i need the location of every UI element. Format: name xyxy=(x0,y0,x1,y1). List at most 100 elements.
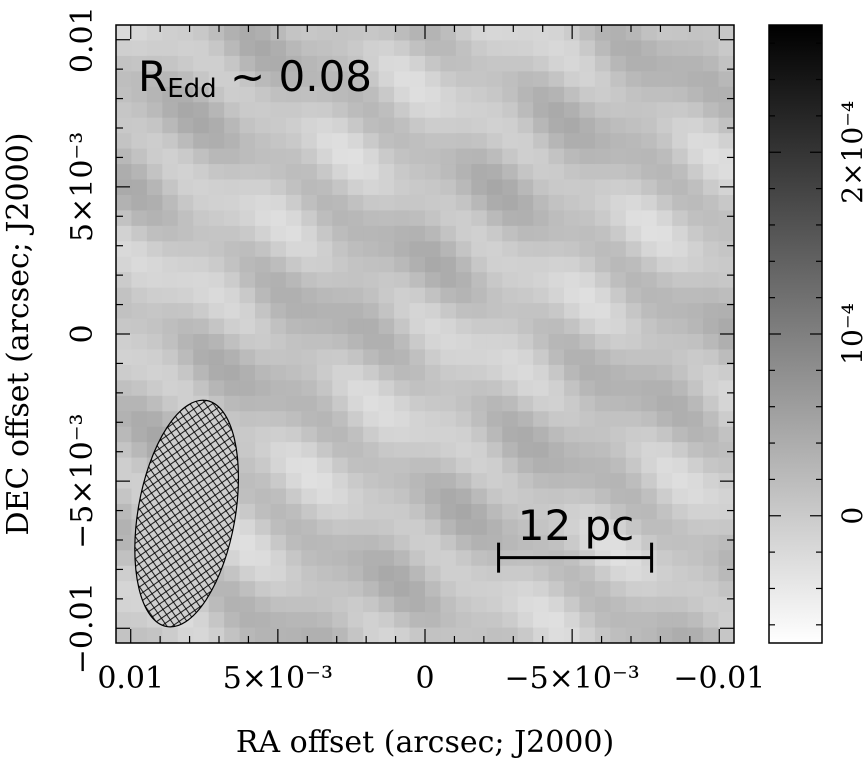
heatmap-cell xyxy=(594,334,611,351)
heatmap-cell xyxy=(301,334,318,351)
heatmap-cell xyxy=(517,411,534,428)
heatmap-cell xyxy=(378,334,395,351)
heatmap-cell xyxy=(656,612,673,629)
heatmap-cell xyxy=(162,364,179,381)
heatmap-cell xyxy=(394,534,411,551)
heatmap-cell xyxy=(255,380,272,397)
heatmap-cell xyxy=(687,225,704,242)
heatmap-cell xyxy=(378,488,395,505)
heatmap-cell xyxy=(610,133,627,150)
heatmap-cell xyxy=(116,550,133,567)
heatmap-cell xyxy=(208,627,225,643)
heatmap-cell xyxy=(440,550,457,567)
heatmap-cell xyxy=(394,627,411,643)
heatmap-cell xyxy=(301,256,318,273)
heatmap-cell xyxy=(285,581,302,598)
heatmap-cell xyxy=(347,318,364,335)
heatmap-cell xyxy=(594,364,611,381)
heatmap-cell xyxy=(656,241,673,258)
heatmap-cell xyxy=(440,411,457,428)
heatmap-cell xyxy=(656,225,673,242)
heatmap-cell xyxy=(363,534,380,551)
heatmap-cell xyxy=(208,380,225,397)
heatmap-cell xyxy=(533,133,550,150)
heatmap-cell xyxy=(301,86,318,103)
heatmap-cell xyxy=(301,164,318,181)
heatmap-cell xyxy=(378,194,395,211)
heatmap-cell xyxy=(301,473,318,490)
heatmap-cell xyxy=(270,596,287,613)
heatmap-cell xyxy=(548,612,565,629)
heatmap-cell xyxy=(116,55,133,72)
heatmap-cell xyxy=(193,627,210,643)
heatmap-cell xyxy=(425,256,442,273)
heatmap-cell xyxy=(533,164,550,181)
heatmap-cell xyxy=(641,272,658,289)
heatmap-cell xyxy=(687,426,704,443)
heatmap-cell xyxy=(394,503,411,520)
heatmap-cell xyxy=(301,411,318,428)
heatmap-cell xyxy=(285,86,302,103)
heatmap-cell xyxy=(455,102,472,119)
heatmap-cell xyxy=(517,596,534,613)
heatmap-cell xyxy=(517,581,534,598)
heatmap-cell xyxy=(471,334,488,351)
y-tick-label: 5×10⁻³ xyxy=(65,132,100,242)
heatmap-cell xyxy=(533,627,550,643)
heatmap-cell xyxy=(486,380,503,397)
heatmap-cell xyxy=(146,334,163,351)
heatmap-cell xyxy=(116,349,133,366)
heatmap-cell xyxy=(486,349,503,366)
heatmap-cell xyxy=(579,40,596,57)
heatmap-cell xyxy=(347,442,364,459)
heatmap-cell xyxy=(363,40,380,57)
heatmap-cell xyxy=(548,133,565,150)
heatmap-cell xyxy=(285,442,302,459)
heatmap-cell xyxy=(285,334,302,351)
heatmap-cell xyxy=(316,364,333,381)
heatmap-cell xyxy=(533,349,550,366)
heatmap-cell xyxy=(224,256,241,273)
heatmap-cell xyxy=(455,395,472,412)
heatmap-cell xyxy=(440,627,457,643)
heatmap-cell xyxy=(146,627,163,643)
heatmap-cell xyxy=(162,117,179,134)
heatmap-cell xyxy=(564,488,581,505)
heatmap-cell xyxy=(471,25,488,42)
heatmap-cell xyxy=(471,457,488,474)
heatmap-cell xyxy=(656,519,673,536)
heatmap-cell xyxy=(672,612,689,629)
heatmap-cell xyxy=(625,303,642,320)
heatmap-cell xyxy=(533,102,550,119)
heatmap-cell xyxy=(564,411,581,428)
heatmap-cell xyxy=(255,71,272,88)
heatmap-cell xyxy=(409,380,426,397)
heatmap-cell xyxy=(548,380,565,397)
heatmap-cell xyxy=(517,519,534,536)
heatmap-cell xyxy=(641,488,658,505)
heatmap-cell xyxy=(610,627,627,643)
heatmap-cell xyxy=(146,318,163,335)
heatmap-cell xyxy=(425,318,442,335)
heatmap-cell xyxy=(455,349,472,366)
heatmap-cell xyxy=(486,334,503,351)
heatmap-cell xyxy=(347,225,364,242)
heatmap-cell xyxy=(394,519,411,536)
heatmap-cell xyxy=(332,25,349,42)
heatmap-cell xyxy=(239,488,256,505)
heatmap-cell xyxy=(146,364,163,381)
heatmap-cell xyxy=(224,179,241,196)
heatmap-cell xyxy=(564,303,581,320)
heatmap-cell xyxy=(471,71,488,88)
heatmap-cell xyxy=(347,86,364,103)
heatmap-cell xyxy=(594,519,611,536)
heatmap-cell xyxy=(332,426,349,443)
heatmap-cell xyxy=(672,364,689,381)
heatmap-cell xyxy=(502,334,519,351)
heatmap-cell xyxy=(162,395,179,412)
heatmap-cell xyxy=(687,256,704,273)
heatmap-cell xyxy=(610,55,627,72)
heatmap-cell xyxy=(301,272,318,289)
scalebar xyxy=(497,542,654,573)
heatmap-cell xyxy=(703,86,720,103)
